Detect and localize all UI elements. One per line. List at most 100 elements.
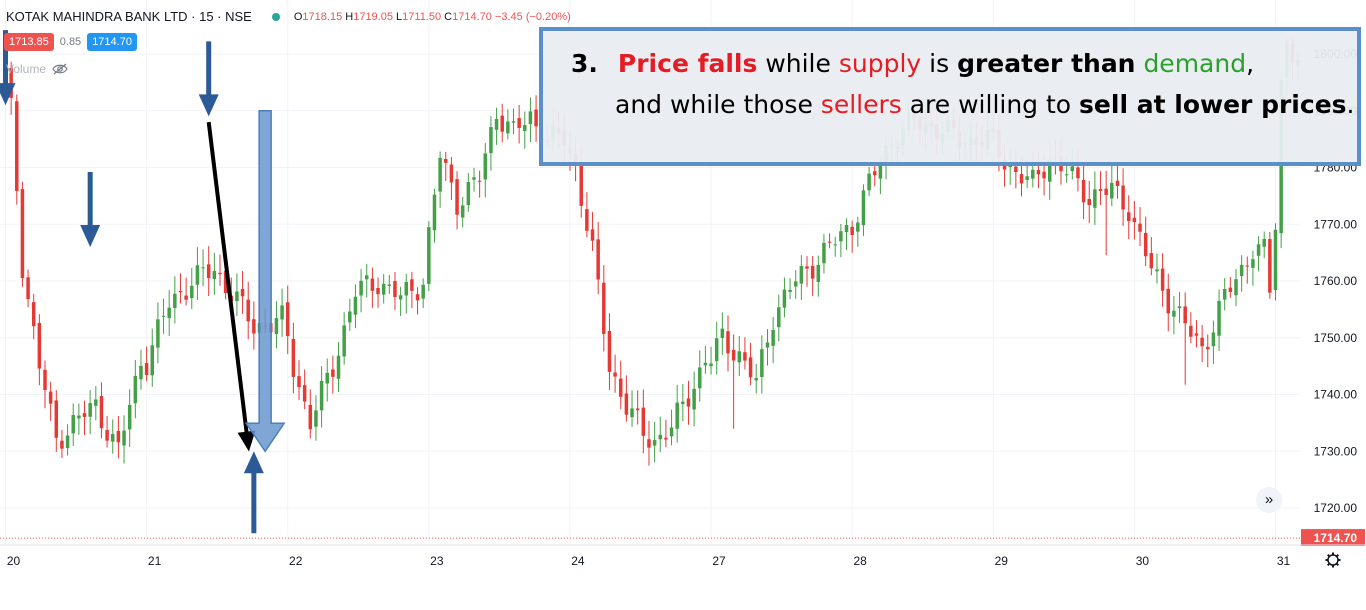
candle[interactable] [489, 116, 493, 171]
time-axis[interactable] [0, 546, 1366, 605]
candle[interactable] [122, 415, 126, 464]
volume-legend[interactable]: Volume [6, 62, 68, 76]
candle[interactable] [410, 271, 414, 309]
candle[interactable] [302, 369, 307, 410]
candle[interactable] [65, 424, 70, 456]
candle[interactable] [1268, 232, 1272, 299]
candle[interactable] [726, 315, 730, 372]
candle[interactable] [178, 273, 183, 304]
candle[interactable] [455, 171, 459, 230]
candle[interactable] [1138, 207, 1142, 247]
symbol-title[interactable]: KOTAK MAHINDRA BANK LTD · 15 · NSE [6, 9, 252, 24]
candle[interactable] [319, 366, 324, 428]
candle[interactable] [218, 254, 222, 286]
candle[interactable] [613, 354, 617, 393]
candle[interactable] [698, 350, 702, 402]
candle[interactable] [607, 313, 612, 390]
candle[interactable] [743, 337, 747, 370]
candle[interactable] [274, 301, 279, 349]
candle[interactable] [398, 286, 403, 317]
candle[interactable] [1228, 277, 1233, 298]
candle[interactable] [652, 421, 657, 463]
candle[interactable] [387, 274, 392, 294]
candle[interactable] [280, 288, 284, 337]
candle[interactable] [500, 103, 504, 143]
candle[interactable] [856, 216, 860, 247]
candle[interactable] [1121, 168, 1125, 226]
candle[interactable] [1093, 171, 1097, 225]
candle[interactable] [720, 312, 725, 355]
candle[interactable] [861, 184, 866, 236]
candle[interactable] [827, 233, 832, 249]
candle[interactable] [167, 290, 171, 336]
candle[interactable] [139, 349, 143, 390]
candle[interactable] [444, 152, 448, 181]
candle[interactable] [1234, 269, 1238, 307]
candle[interactable] [404, 273, 409, 314]
candle[interactable] [195, 247, 200, 300]
candle[interactable] [1239, 255, 1244, 292]
candle[interactable] [765, 329, 770, 366]
candle[interactable] [833, 236, 837, 257]
candle[interactable] [799, 255, 804, 300]
candle[interactable] [376, 277, 380, 308]
candle[interactable] [777, 294, 781, 342]
candle[interactable] [99, 382, 104, 439]
candle[interactable] [867, 166, 871, 197]
buy-button[interactable]: 1714.70 [87, 33, 137, 51]
candle[interactable] [415, 287, 420, 315]
candle[interactable] [816, 255, 821, 297]
candle[interactable] [1160, 253, 1165, 307]
candle[interactable] [88, 390, 92, 435]
candle[interactable] [839, 223, 843, 258]
candle[interactable] [483, 142, 488, 198]
candle[interactable] [669, 409, 674, 446]
candle[interactable] [71, 403, 75, 446]
candle[interactable] [523, 111, 527, 149]
candle[interactable] [793, 270, 798, 299]
candle[interactable] [331, 355, 335, 394]
candle[interactable] [1273, 223, 1278, 301]
candle[interactable] [737, 335, 742, 377]
candle[interactable] [285, 285, 290, 355]
candle[interactable] [675, 384, 679, 443]
candle[interactable] [1194, 320, 1199, 348]
candle[interactable] [494, 107, 499, 145]
candle[interactable] [190, 267, 194, 309]
candle[interactable] [1166, 273, 1171, 332]
candle[interactable] [31, 293, 36, 340]
candle[interactable] [110, 419, 115, 454]
candle[interactable] [94, 386, 98, 421]
candle[interactable] [173, 276, 177, 324]
candle[interactable] [26, 269, 30, 308]
candle[interactable] [1217, 289, 1221, 351]
candle[interactable] [618, 360, 623, 410]
candle[interactable] [664, 419, 668, 448]
candle[interactable] [506, 109, 510, 140]
candle[interactable] [731, 334, 736, 429]
candle[interactable] [850, 220, 854, 253]
candle[interactable] [449, 157, 454, 200]
candle[interactable] [805, 256, 809, 287]
candle[interactable] [692, 371, 696, 427]
candle[interactable] [1098, 171, 1103, 205]
candle[interactable] [393, 272, 397, 311]
candle[interactable] [511, 108, 516, 135]
candle[interactable] [43, 360, 47, 409]
candle[interactable] [201, 249, 205, 287]
candle[interactable] [635, 390, 640, 425]
candle[interactable] [748, 342, 753, 386]
candle[interactable] [314, 395, 318, 441]
candle[interactable] [714, 321, 719, 375]
candle[interactable] [252, 301, 256, 350]
candle[interactable] [658, 416, 663, 453]
candle[interactable] [105, 415, 109, 448]
candle[interactable] [336, 342, 341, 393]
candle[interactable] [709, 346, 713, 375]
candle[interactable] [1183, 292, 1187, 385]
candle[interactable] [364, 263, 369, 298]
candle[interactable] [590, 212, 595, 251]
candle[interactable] [760, 335, 764, 394]
candle[interactable] [348, 298, 352, 331]
